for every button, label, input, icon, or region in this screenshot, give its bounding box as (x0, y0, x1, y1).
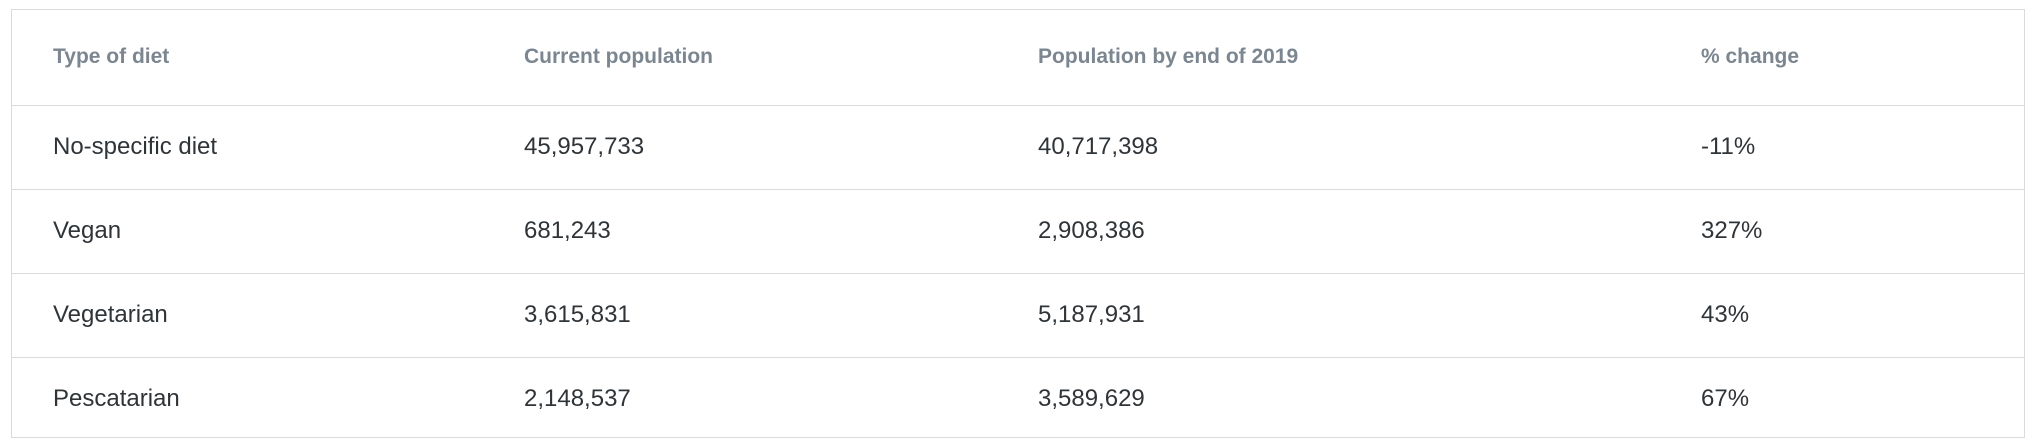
cell-current-population: 681,243 (483, 189, 997, 274)
column-header-current-population: Current population (483, 10, 997, 106)
table-row: Vegetarian 3,615,831 5,187,931 43% (12, 273, 2024, 358)
diet-population-table: Type of diet Current population Populati… (12, 10, 2024, 441)
cell-population-2019: 40,717,398 (997, 105, 1660, 190)
table-body: No-specific diet 45,957,733 40,717,398 -… (12, 105, 2024, 441)
cell-diet-type: Vegetarian (12, 273, 483, 358)
diet-population-table-container: Type of diet Current population Populati… (11, 9, 2025, 438)
cell-diet-type: No-specific diet (12, 105, 483, 190)
cell-population-2019: 5,187,931 (997, 273, 1660, 358)
cell-diet-type: Pescatarian (53, 385, 180, 413)
cell-percent-change: 67% (1701, 385, 1750, 413)
cell-percent-change: 43% (1660, 273, 2024, 358)
cell-population-2019: 2,908,386 (997, 189, 1660, 274)
column-header-population-2019: Population by end of 2019 (997, 10, 1660, 106)
table-row: Pescatarian 2,148,537 3,589,629 67% (12, 357, 2024, 441)
cell-percent-change: -11% (1660, 105, 2024, 190)
cell-percent-change: 327% (1660, 189, 2024, 274)
column-header-type-of-diet: Type of diet (12, 10, 483, 106)
table-header: Type of diet Current population Populati… (12, 10, 2024, 106)
cell-population-2019: 3,589,629 (1038, 385, 1145, 413)
table-row: No-specific diet 45,957,733 40,717,398 -… (12, 105, 2024, 190)
cell-current-population: 3,615,831 (483, 273, 997, 358)
column-header-percent-change: % change (1660, 10, 2024, 106)
cell-current-population: 45,957,733 (483, 105, 997, 190)
table-row: Vegan 681,243 2,908,386 327% (12, 189, 2024, 274)
cell-diet-type: Vegan (12, 189, 483, 274)
table-header-row: Type of diet Current population Populati… (12, 10, 2024, 106)
cell-current-population: 2,148,537 (524, 385, 631, 413)
